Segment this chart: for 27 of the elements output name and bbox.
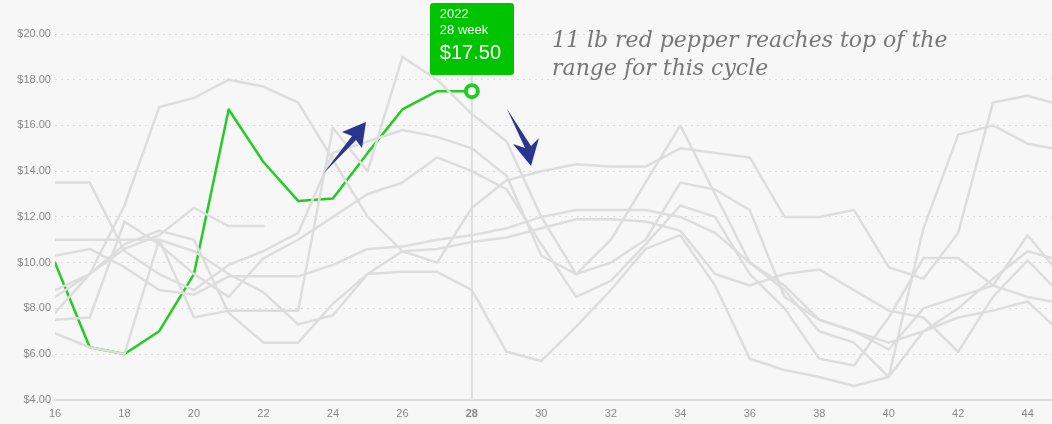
annotation: 11 lb red pepper reaches top of the range for this cycle: [552, 26, 949, 82]
x-tick-label: 34: [674, 407, 687, 420]
y-tick-label: $14.00: [17, 164, 51, 177]
x-tick-label: 40: [882, 407, 895, 420]
x-tick-label: 18: [118, 407, 131, 420]
y-tick-label: $18.00: [17, 72, 51, 85]
x-tick-label: 42: [952, 407, 965, 420]
x-tick-label: 38: [813, 407, 826, 420]
x-tick-label: 22: [257, 407, 270, 420]
tooltip: 2022 28 week $17.50: [429, 3, 514, 76]
x-tick-label: 28: [465, 407, 478, 420]
x-tick-label: 30: [535, 407, 548, 420]
y-tick-label: $10.00: [17, 255, 51, 268]
y-tick-label: $6.00: [23, 347, 51, 360]
x-tick-label: 32: [604, 407, 617, 420]
annotation: 2022 28 week $17.50: [439, 6, 503, 66]
y-tick-label: $4.00: [23, 392, 51, 405]
y-tick-label: $12.00: [17, 209, 51, 222]
x-tick-label: 44: [1021, 407, 1034, 420]
x-tick-label: 36: [743, 407, 756, 420]
x-tick-label: 16: [48, 407, 62, 420]
y-tick-label: $8.00: [23, 301, 51, 314]
y-tick-label: $16.00: [17, 118, 51, 131]
y-tick-label: $20.00: [17, 27, 51, 40]
x-tick-label: 24: [326, 407, 340, 420]
x-tick-label: 20: [187, 407, 201, 420]
x-tick-label: 26: [396, 407, 409, 420]
